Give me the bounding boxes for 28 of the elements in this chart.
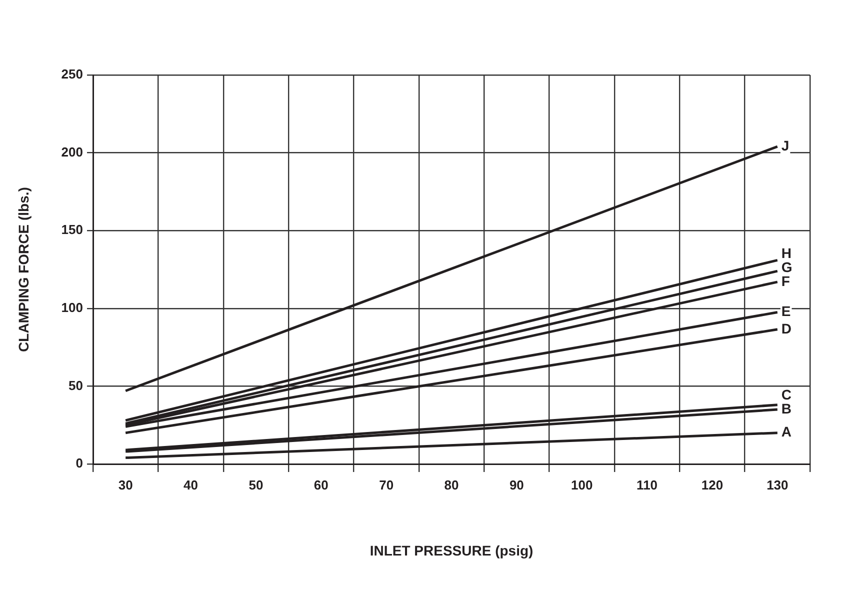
x-tick-label: 90 (509, 477, 524, 492)
y-axis-title: CLAMPING FORCE (lbs.) (15, 187, 32, 352)
x-tick-label: 130 (766, 477, 788, 492)
y-tick-label: 100 (61, 300, 83, 315)
series-label: D (781, 320, 792, 336)
series-label: B (781, 400, 792, 416)
x-tick-label: 40 (184, 477, 198, 492)
y-tick-label: 250 (61, 66, 83, 82)
x-tick-label: 100 (571, 477, 593, 492)
series-label: J (781, 137, 790, 154)
series-label: E (781, 303, 791, 320)
x-axis-title: INLET PRESSURE (psig) (370, 542, 534, 558)
y-tick-label: 150 (61, 222, 83, 238)
x-tick-label: 60 (314, 477, 328, 492)
series-label: H (781, 244, 792, 261)
y-tick-label: 0 (76, 456, 83, 471)
x-tick-label: 80 (444, 477, 459, 492)
series-label: G (781, 258, 792, 275)
series-label: A (781, 424, 792, 440)
x-tick-label: 120 (701, 477, 724, 492)
y-tick-label: 50 (68, 378, 83, 393)
series-label: F (781, 272, 790, 289)
x-tick-label: 30 (118, 477, 133, 492)
series-label: C (781, 386, 792, 402)
x-tick-label: 110 (636, 477, 658, 492)
y-tick-label: 200 (61, 144, 83, 160)
x-tick-label: 70 (379, 477, 394, 492)
x-tick-label: 50 (248, 477, 264, 492)
